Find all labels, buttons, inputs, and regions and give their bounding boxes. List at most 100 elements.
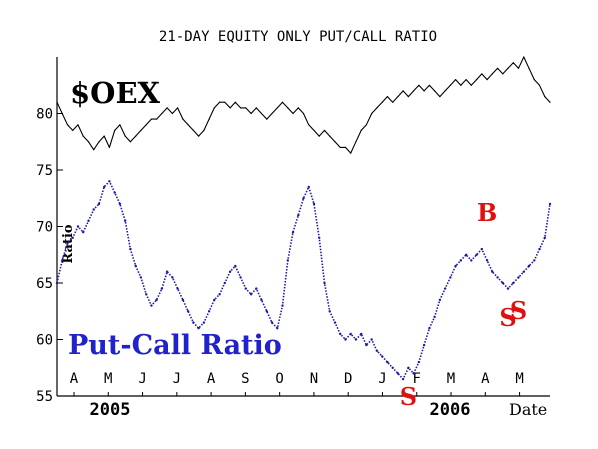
- series-point: [465, 79, 467, 81]
- series-point: [433, 315, 436, 319]
- series-point: [323, 129, 326, 131]
- series-point: [155, 298, 158, 302]
- series-point: [517, 276, 520, 279]
- series-point: [323, 281, 326, 285]
- series-point: [255, 107, 257, 109]
- series-point: [417, 360, 421, 364]
- series-point: [61, 112, 63, 115]
- series-point: [87, 219, 90, 222]
- x-year-label: 2006: [430, 400, 471, 420]
- x-month-label: O: [275, 371, 283, 387]
- series-point: [302, 112, 305, 115]
- series-point: [407, 366, 410, 369]
- series-point: [412, 372, 415, 375]
- series-point: [443, 287, 447, 290]
- series-point: [119, 124, 121, 126]
- series-point: [166, 107, 168, 109]
- series-point: [375, 349, 379, 352]
- series-point: [118, 202, 122, 206]
- series-point: [56, 101, 58, 103]
- series-point: [182, 118, 184, 120]
- series-point: [197, 327, 200, 330]
- series-point: [297, 214, 300, 217]
- series-point: [438, 298, 442, 302]
- series-point: [428, 327, 431, 330]
- series-point: [207, 310, 211, 313]
- series-point: [171, 276, 174, 279]
- series-point: [129, 141, 131, 143]
- x-month-label: A: [207, 371, 216, 387]
- series-point: [66, 124, 69, 126]
- series-point: [386, 360, 389, 364]
- series-point: [286, 259, 289, 262]
- series-point: [522, 270, 525, 273]
- series-point: [543, 236, 546, 239]
- oex-series-label: $OEX: [70, 76, 161, 110]
- series-point: [265, 310, 268, 313]
- series-point: [250, 112, 252, 115]
- series-point: [496, 276, 499, 279]
- series-point: [270, 321, 274, 324]
- series-point: [491, 73, 493, 75]
- series-point: [339, 146, 341, 148]
- series-point: [449, 276, 452, 279]
- series-point: [476, 79, 478, 81]
- series-point: [449, 84, 451, 86]
- series-point: [481, 73, 483, 75]
- series-point: [533, 79, 535, 81]
- x-month-label: D: [344, 371, 352, 387]
- series-point: [255, 287, 258, 290]
- x-month-label: M: [447, 371, 455, 387]
- series-point: [145, 124, 147, 126]
- series-point: [502, 73, 504, 75]
- x-year-label: 2005: [90, 400, 131, 420]
- series-point: [376, 107, 378, 109]
- series-point: [156, 118, 158, 120]
- series-point: [370, 338, 373, 341]
- series-point: [418, 84, 420, 86]
- y-axis-ticks: 55 60 65 70 75 80: [36, 107, 63, 405]
- signal-label: B: [477, 198, 497, 227]
- series-point: [213, 107, 215, 109]
- y-tick-label: 65: [36, 276, 53, 292]
- series-point: [276, 327, 279, 330]
- series-point: [245, 107, 247, 109]
- series-point: [186, 310, 190, 313]
- series-point: [260, 112, 263, 115]
- series-point: [396, 372, 400, 375]
- series-point: [76, 225, 80, 228]
- x-axis-year-labels: 2005 2006: [90, 400, 471, 420]
- series-point: [339, 332, 342, 336]
- series-point: [360, 332, 363, 336]
- series-point: [486, 79, 488, 81]
- series-put-call-ratio: [55, 180, 552, 381]
- series-point: [281, 304, 284, 307]
- series-point: [71, 236, 74, 239]
- series-point: [77, 124, 79, 126]
- series-point: [528, 67, 530, 69]
- series-point: [527, 264, 531, 268]
- series-point: [422, 343, 426, 347]
- series-point: [234, 264, 237, 268]
- series-point: [413, 90, 415, 92]
- series-point: [544, 96, 546, 98]
- series-point: [464, 253, 468, 256]
- series-point: [129, 247, 132, 251]
- series-point: [202, 321, 206, 324]
- series-point: [203, 129, 205, 131]
- series-point: [124, 135, 126, 137]
- series-point: [523, 56, 525, 58]
- series-point: [517, 67, 520, 69]
- series-point: [139, 276, 143, 279]
- series-point: [55, 281, 59, 285]
- series-point: [401, 377, 405, 381]
- series-point: [224, 101, 226, 103]
- series-point: [171, 112, 173, 115]
- series-point: [354, 338, 358, 341]
- series-point: [240, 107, 242, 109]
- series-point: [371, 112, 373, 115]
- series-point: [72, 129, 74, 131]
- y-tick-label: 80: [36, 107, 53, 123]
- put-call-ratio-label: Put-Call Ratio: [68, 330, 282, 361]
